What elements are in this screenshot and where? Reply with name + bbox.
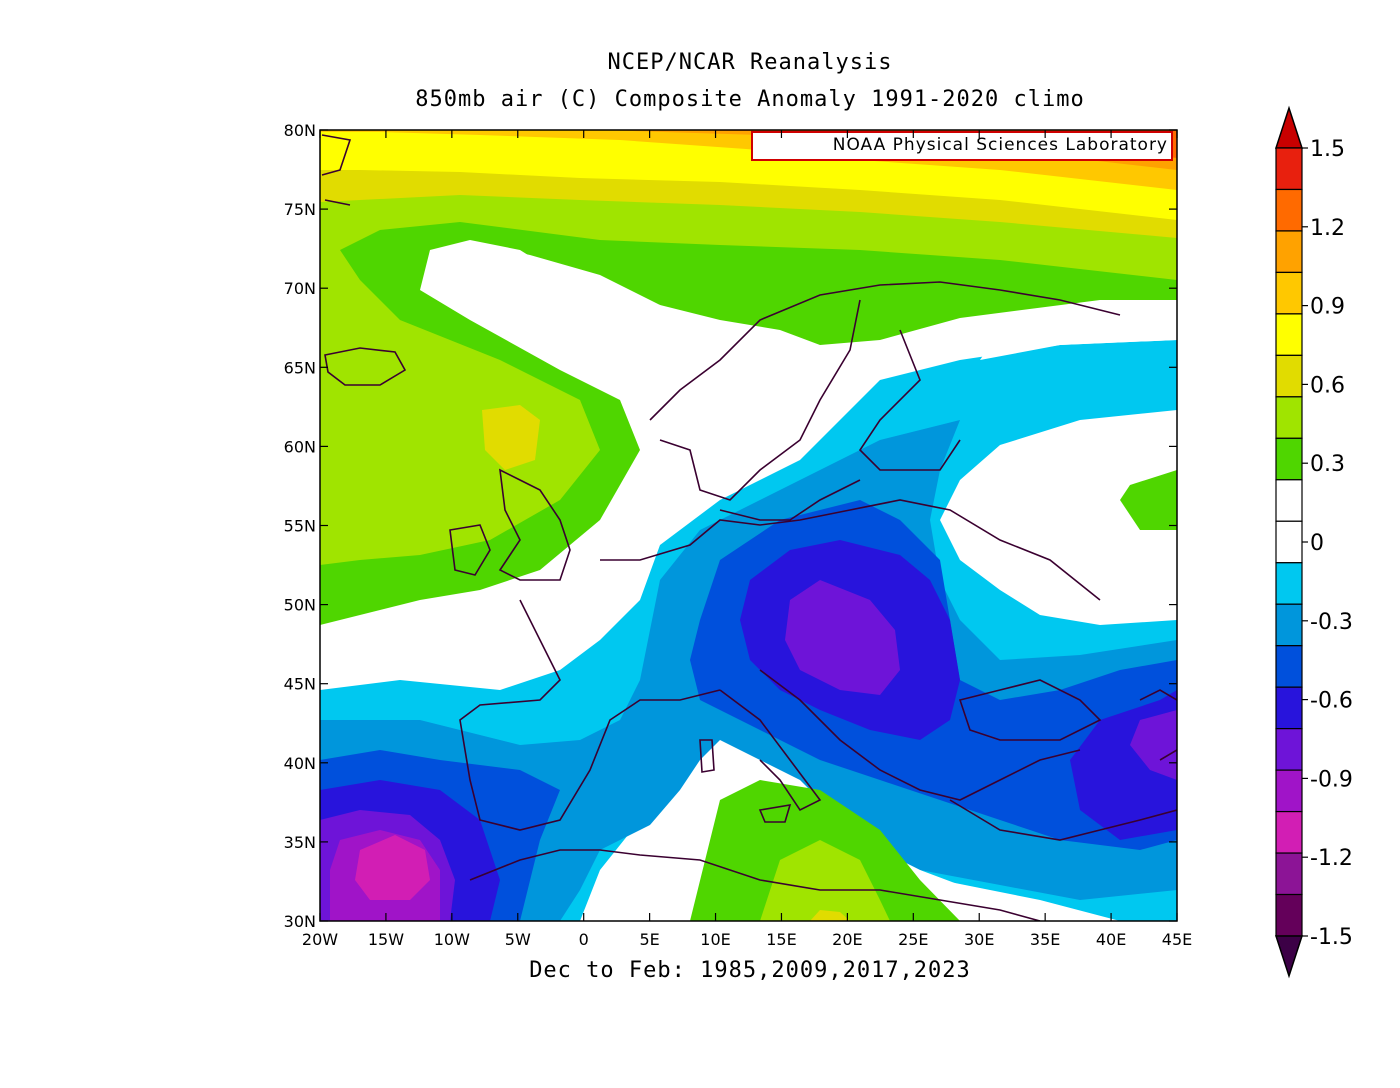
warm-patch-west bbox=[320, 380, 420, 530]
warm-patch-ireland bbox=[482, 405, 540, 470]
warm-patch-east bbox=[1120, 470, 1177, 530]
chart-subtitle: 850mb air (C) Composite Anomaly 1991-202… bbox=[415, 87, 1085, 112]
colorbar-segment bbox=[1275, 520, 1303, 564]
lon-tick-label: 10W bbox=[434, 930, 470, 949]
colorbar-segment bbox=[1275, 354, 1303, 398]
colorbar-label: -0.3 bbox=[1310, 610, 1353, 635]
colorbar-segment bbox=[1275, 852, 1303, 896]
lon-tick-label: 5E bbox=[639, 930, 659, 949]
coast-balkans bbox=[759, 669, 1081, 801]
coast-turkey bbox=[949, 799, 1177, 841]
credit-text: NOAA Physical Sciences Laboratory bbox=[833, 135, 1168, 155]
colorbar-segment bbox=[1275, 230, 1303, 274]
coast-italy bbox=[719, 689, 822, 812]
warm-patch-africa-inner bbox=[760, 840, 890, 921]
coast-ireland bbox=[449, 524, 491, 576]
lon-tick-label: 10E bbox=[700, 930, 730, 949]
colorbar: 1.5 1.2 0.9 0.6 0.3 0 -0.3 -0.6 -0.9 -1.2 -1.5 bbox=[1274, 105, 1353, 979]
lat-axis: 30N 35N 40N 45N 50N 55N 60N 65N 70N 75N 80N bbox=[284, 121, 1177, 931]
colorbar-over-arrow bbox=[1274, 105, 1304, 149]
colorbar-segment bbox=[1275, 562, 1303, 605]
lat-tick-label: 55N bbox=[284, 517, 316, 536]
lon-tick-label: 0 bbox=[579, 930, 589, 949]
colorbar-label: 1.5 bbox=[1310, 137, 1345, 162]
coast-finland-baltic bbox=[719, 329, 961, 521]
lat-tick-label: 75N bbox=[284, 200, 316, 219]
colorbar-label: -0.9 bbox=[1310, 767, 1353, 792]
lon-tick-label: 15W bbox=[368, 930, 404, 949]
colorbar-under-arrow bbox=[1274, 935, 1304, 979]
coast-scandinavia bbox=[649, 281, 1121, 501]
lat-tick-label: 60N bbox=[284, 437, 316, 456]
colorbar-label: 1.2 bbox=[1310, 216, 1345, 241]
lon-tick-label: 5W bbox=[505, 930, 531, 949]
coastlines bbox=[321, 134, 1177, 921]
colorbar-label: -1.2 bbox=[1310, 846, 1353, 871]
coast-france-iberia bbox=[459, 599, 721, 831]
cool-band-1.2 bbox=[355, 835, 430, 900]
coast-iceland bbox=[324, 347, 407, 386]
coast-caspian bbox=[1139, 689, 1177, 761]
coast-continent bbox=[600, 499, 1101, 601]
colorbar-segment bbox=[1275, 188, 1303, 232]
caption: Dec to Feb: 1985,2009,2017,2023 bbox=[529, 958, 971, 983]
lon-tick-label: 40E bbox=[1096, 930, 1126, 949]
colorbar-segment bbox=[1275, 810, 1303, 854]
colorbar-segment bbox=[1275, 437, 1303, 481]
colorbar-segment bbox=[1275, 645, 1303, 688]
colorbar-segment bbox=[1275, 769, 1303, 813]
lat-tick-label: 40N bbox=[284, 754, 316, 773]
lon-tick-label: 35E bbox=[1030, 930, 1060, 949]
colorbar-segment bbox=[1275, 313, 1303, 356]
colorbar-segment bbox=[1275, 147, 1303, 191]
lat-tick-label: 65N bbox=[284, 358, 316, 377]
coast-sardinia bbox=[699, 739, 715, 773]
lat-tick-label: 30N bbox=[284, 912, 316, 931]
lon-tick-label: 20W bbox=[302, 930, 338, 949]
colorbar-label: 0.9 bbox=[1310, 295, 1345, 320]
chart-title: NCEP/NCAR Reanalysis bbox=[607, 50, 893, 75]
lat-tick-label: 70N bbox=[284, 279, 316, 298]
lon-tick-label: 45E bbox=[1162, 930, 1192, 949]
lon-tick-label: 20E bbox=[832, 930, 862, 949]
anomaly-field bbox=[320, 130, 1177, 921]
colorbar-label: 0 bbox=[1310, 531, 1324, 556]
warm-patch-africa-core bbox=[810, 910, 850, 921]
coast-black-sea bbox=[958, 679, 1102, 741]
lat-tick-label: 50N bbox=[284, 596, 316, 615]
colorbar-segment bbox=[1275, 686, 1303, 730]
lat-tick-label: 80N bbox=[284, 121, 316, 140]
colorbar-label: 0.6 bbox=[1310, 373, 1345, 398]
coast-britain bbox=[498, 468, 571, 581]
lon-tick-label: 25E bbox=[898, 930, 928, 949]
coast-sicily bbox=[758, 804, 792, 823]
colorbar-label: 0.3 bbox=[1310, 452, 1345, 477]
colorbar-label: -0.6 bbox=[1310, 689, 1353, 714]
colorbar-segment bbox=[1275, 396, 1303, 439]
colorbar-segment bbox=[1275, 479, 1303, 522]
colorbar-label: -1.5 bbox=[1310, 925, 1353, 950]
lat-tick-label: 45N bbox=[284, 675, 316, 694]
lat-tick-label: 35N bbox=[284, 833, 316, 852]
coast-svalbard bbox=[321, 134, 352, 206]
colorbar-segment bbox=[1275, 728, 1303, 771]
lon-tick-label: 15E bbox=[766, 930, 796, 949]
lon-tick-label: 30E bbox=[964, 930, 994, 949]
neutral-hole-north bbox=[435, 242, 740, 400]
credit-box bbox=[751, 131, 1173, 161]
coast-africa bbox=[469, 849, 1041, 921]
colorbar-segment bbox=[1275, 603, 1303, 647]
neutral-northeast bbox=[980, 315, 1177, 360]
colorbar-segment bbox=[1275, 271, 1303, 315]
lon-axis: 20W 15W 10W 5W 0 5E 10E 15E 20E 25E 30E 35E 40E 45E bbox=[302, 130, 1192, 949]
colorbar-segment bbox=[1275, 893, 1303, 937]
